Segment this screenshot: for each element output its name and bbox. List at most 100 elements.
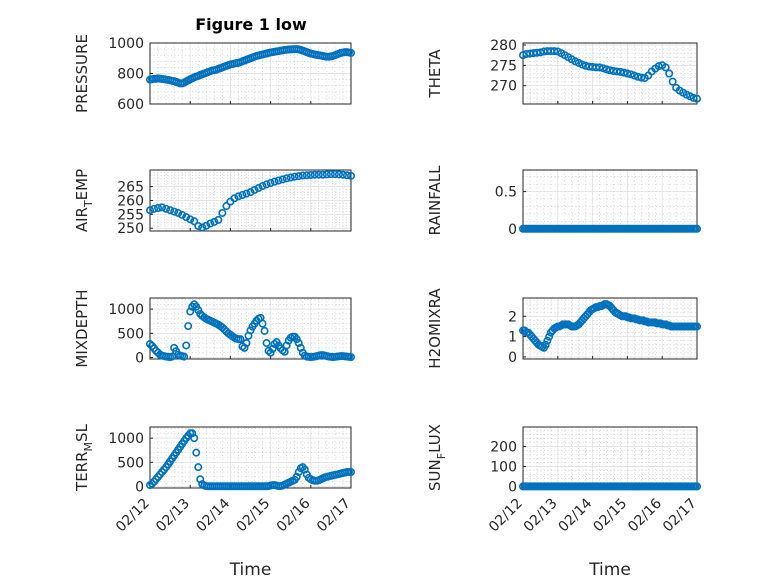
data-point xyxy=(194,463,203,472)
data-point xyxy=(250,185,259,194)
data-series xyxy=(518,47,701,103)
y-axis-label: PRESSURE xyxy=(73,34,91,113)
data-point xyxy=(692,322,701,331)
data-point xyxy=(266,348,275,357)
x-tick-label: 02/16 xyxy=(625,495,665,535)
data-point xyxy=(192,448,201,457)
x-tick-label: 02/12 xyxy=(113,496,153,536)
data-point xyxy=(260,326,269,335)
x-tick-label: 02/12 xyxy=(486,496,526,536)
data-point xyxy=(518,51,527,60)
data-point xyxy=(148,479,157,488)
data-point xyxy=(692,482,701,491)
data-point xyxy=(254,184,263,193)
data-series xyxy=(518,224,701,233)
figure-title: Figure 1 low xyxy=(195,15,307,34)
data-point xyxy=(692,224,701,233)
data-point xyxy=(314,170,323,179)
y-tick-label: 800 xyxy=(117,67,144,83)
data-point xyxy=(346,171,355,180)
data-series xyxy=(146,170,355,232)
data-point xyxy=(170,207,179,216)
data-point xyxy=(692,94,701,103)
data-point xyxy=(246,188,255,197)
y-tick-label: 0 xyxy=(508,350,517,366)
data-point xyxy=(246,326,255,335)
data-point xyxy=(146,339,155,348)
data-point xyxy=(292,335,301,344)
y-axis-label: H2OMIXRA xyxy=(426,288,444,369)
data-point xyxy=(154,203,163,212)
data-point xyxy=(541,340,550,349)
data-point xyxy=(294,172,303,181)
y-tick-label: 2 xyxy=(508,309,517,325)
data-point xyxy=(184,322,193,331)
y-tick-label: 1000 xyxy=(108,431,144,447)
data-point xyxy=(258,319,267,328)
data-point xyxy=(174,208,183,217)
data-point xyxy=(234,192,243,201)
axes-border xyxy=(149,297,352,360)
data-point xyxy=(178,210,187,219)
data-point xyxy=(578,60,587,69)
y-tick-label: 1000 xyxy=(108,36,144,52)
data-point xyxy=(190,217,199,226)
data-point xyxy=(619,68,628,77)
data-point xyxy=(274,176,283,185)
y-axis-label: SUNFLUX xyxy=(426,424,448,491)
y-tick-label: 0 xyxy=(135,351,144,367)
data-point xyxy=(630,71,639,80)
data-point xyxy=(206,219,215,228)
data-point xyxy=(286,173,295,182)
data-point xyxy=(668,77,677,86)
panel-pressure: 600 800 1000 PRESSURE xyxy=(73,34,355,113)
data-point xyxy=(150,204,159,213)
data-point xyxy=(310,170,319,179)
data-point xyxy=(550,47,559,56)
y-tick-label: 0 xyxy=(508,222,517,238)
y-tick-label: 600 xyxy=(117,97,144,113)
y-tick-label: 0 xyxy=(508,479,517,495)
y-axis-label: THETA xyxy=(426,49,444,99)
data-point xyxy=(186,215,195,224)
data-point xyxy=(595,63,604,72)
data-point xyxy=(146,206,155,215)
y-tick-label: 500 xyxy=(117,455,144,471)
x-tick-label: 02/16 xyxy=(274,495,314,535)
data-point xyxy=(262,339,271,348)
data-point xyxy=(222,202,231,211)
data-point xyxy=(545,332,554,341)
data-point xyxy=(278,175,287,184)
data-point xyxy=(543,336,552,345)
data-series xyxy=(146,45,355,88)
panel-rainfall: 0 0.5 RAINFALL xyxy=(426,165,701,238)
data-point xyxy=(282,174,291,183)
data-point xyxy=(194,222,203,231)
axes-frame xyxy=(522,426,698,489)
data-point xyxy=(318,170,327,179)
data-point xyxy=(626,70,635,79)
y-tick-label: 275 xyxy=(490,58,517,74)
data-point xyxy=(599,64,608,73)
panel-terrmsl: 0 500 1000 02/12 02/13 02/14 02/15 02/16 02/17 Ti… xyxy=(73,423,355,580)
data-point xyxy=(602,65,611,74)
y-tick-label: 100 xyxy=(490,459,517,475)
y-tick-label: 260 xyxy=(117,194,144,210)
data-point xyxy=(270,339,279,348)
data-point xyxy=(338,170,347,179)
x-tick-label: 02/14 xyxy=(556,495,596,535)
y-tick-label: 0 xyxy=(135,480,144,496)
data-point xyxy=(270,177,279,186)
y-axis-label: RAINFALL xyxy=(426,165,444,236)
y-tick-label: 1 xyxy=(508,330,517,346)
data-point xyxy=(158,203,167,212)
data-point xyxy=(238,190,247,199)
data-point xyxy=(616,67,625,76)
y-tick-label: 0.5 xyxy=(495,185,517,201)
y-tick-label: 270 xyxy=(490,79,517,95)
data-point xyxy=(330,170,339,179)
y-axis-label: MIXDEPTH xyxy=(73,289,91,367)
data-point xyxy=(210,217,219,226)
y-tick-label: 250 xyxy=(117,221,144,237)
